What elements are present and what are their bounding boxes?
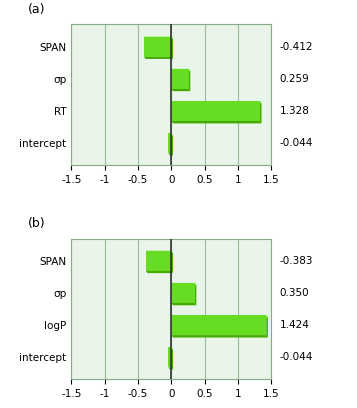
Polygon shape — [171, 335, 268, 337]
Text: (a): (a) — [27, 3, 45, 16]
Polygon shape — [171, 121, 262, 123]
Polygon shape — [169, 153, 173, 155]
Text: -0.383: -0.383 — [279, 256, 313, 266]
Polygon shape — [171, 251, 173, 273]
Text: 1.424: 1.424 — [279, 320, 309, 330]
Text: (b): (b) — [27, 217, 45, 230]
Bar — [144, 37, 171, 57]
Polygon shape — [146, 251, 173, 253]
Bar — [169, 347, 171, 367]
Polygon shape — [171, 101, 262, 103]
Polygon shape — [171, 89, 190, 91]
Polygon shape — [171, 37, 173, 59]
Polygon shape — [146, 271, 173, 273]
Bar — [171, 69, 188, 89]
Text: -0.044: -0.044 — [279, 353, 313, 362]
Polygon shape — [171, 315, 268, 317]
Polygon shape — [188, 69, 190, 91]
Text: -0.412: -0.412 — [279, 42, 313, 51]
Polygon shape — [169, 367, 173, 370]
Polygon shape — [144, 57, 173, 59]
Bar — [171, 283, 195, 303]
Polygon shape — [171, 347, 173, 370]
Bar — [146, 251, 171, 271]
Bar — [169, 133, 171, 153]
Polygon shape — [171, 283, 196, 285]
Polygon shape — [169, 347, 173, 350]
Text: 1.328: 1.328 — [279, 106, 309, 116]
Polygon shape — [260, 101, 262, 123]
Polygon shape — [169, 133, 173, 135]
Bar — [171, 101, 260, 121]
Bar — [171, 315, 266, 335]
Text: 0.259: 0.259 — [279, 74, 309, 84]
Text: -0.044: -0.044 — [279, 138, 313, 148]
Polygon shape — [266, 315, 268, 337]
Polygon shape — [171, 69, 190, 71]
Polygon shape — [195, 283, 196, 305]
Polygon shape — [171, 133, 173, 155]
Text: 0.350: 0.350 — [279, 288, 309, 298]
Polygon shape — [171, 303, 196, 305]
Polygon shape — [144, 37, 173, 39]
